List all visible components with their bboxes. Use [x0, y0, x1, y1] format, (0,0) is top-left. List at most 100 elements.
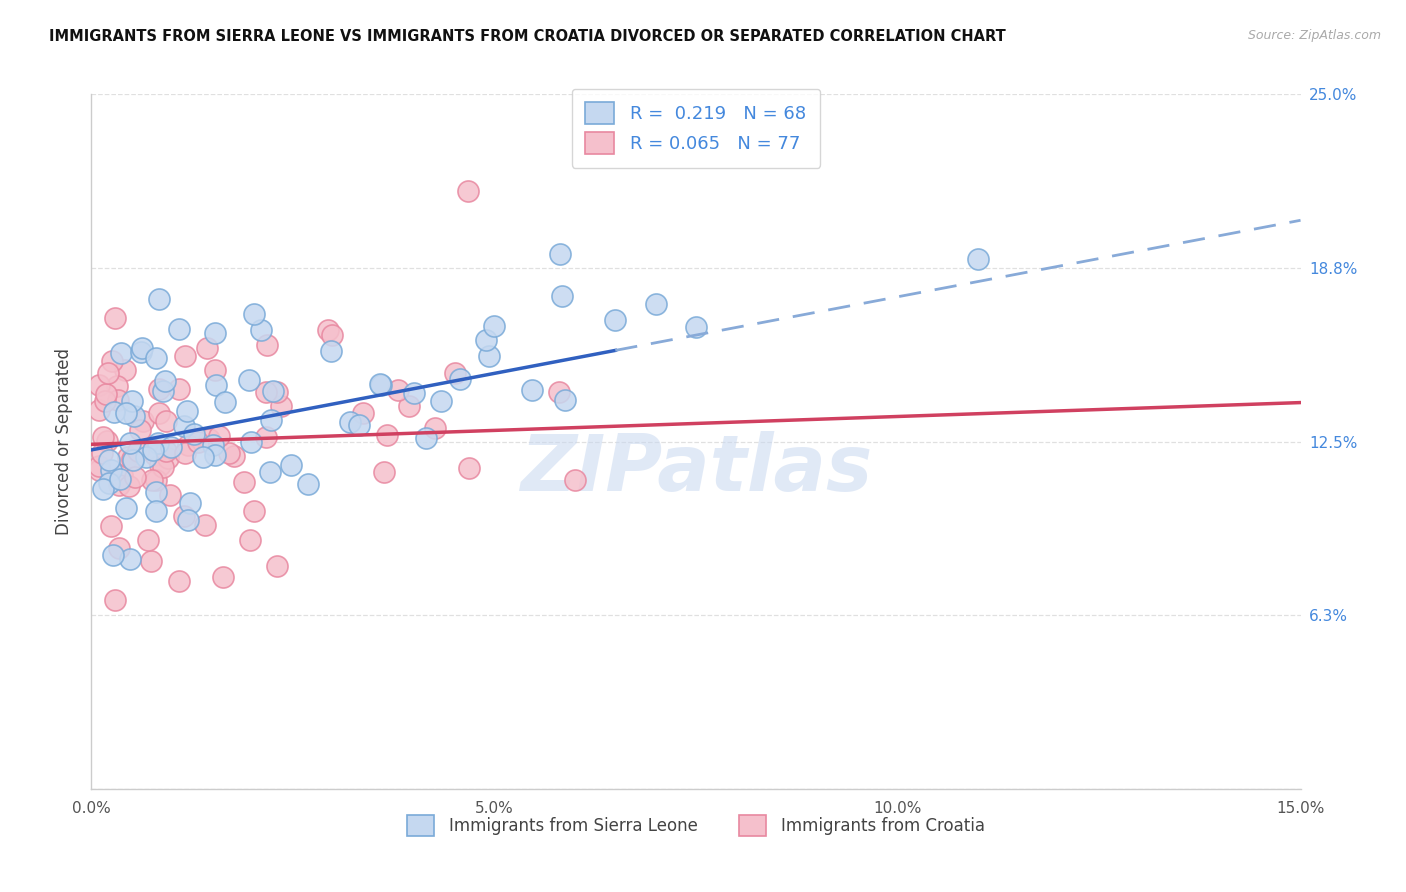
Point [103, 405, 125, 419]
Point [121, 394, 143, 409]
Point [148, 382, 170, 396]
Point [149, 458, 172, 472]
Point [135, 450, 157, 464]
Point [280, 458, 302, 472]
Point [107, 393, 129, 408]
Point [644, 297, 666, 311]
Point [141, 554, 163, 568]
Point [270, 399, 292, 413]
Text: Source: ZipAtlas.com: Source: ZipAtlas.com [1247, 29, 1381, 42]
Point [118, 436, 141, 450]
Point [177, 513, 200, 527]
Point [167, 574, 190, 588]
Point [173, 349, 195, 363]
Point [108, 472, 131, 486]
Point [233, 475, 256, 489]
Point [339, 415, 361, 429]
Point [148, 406, 170, 420]
Point [564, 473, 586, 487]
Point [156, 451, 179, 466]
Point [129, 423, 152, 437]
Point [198, 432, 221, 446]
Point [522, 383, 544, 397]
Point [89, 378, 111, 392]
Point [91, 446, 114, 460]
Point [214, 394, 236, 409]
Point [146, 436, 169, 450]
Point [297, 477, 319, 491]
Point [132, 414, 155, 428]
Point [114, 362, 136, 376]
Point [349, 418, 371, 433]
Point [108, 478, 131, 492]
Point [239, 533, 262, 548]
Point [484, 318, 506, 333]
Point [449, 371, 471, 385]
Point [111, 468, 134, 483]
Point [152, 384, 174, 399]
Point [104, 593, 127, 607]
Point [208, 428, 231, 442]
Legend: Immigrants from Sierra Leone, Immigrants from Croatia: Immigrants from Sierra Leone, Immigrants… [395, 804, 997, 847]
Point [136, 533, 159, 547]
Point [153, 374, 176, 388]
Point [222, 449, 245, 463]
Point [118, 479, 141, 493]
Point [212, 570, 235, 584]
Point [131, 341, 153, 355]
Point [93, 430, 115, 444]
Point [194, 518, 217, 533]
Point [430, 394, 453, 409]
Point [195, 341, 218, 355]
Point [256, 338, 278, 352]
Point [254, 430, 277, 444]
Point [243, 307, 266, 321]
Point [117, 450, 139, 464]
Point [159, 488, 181, 502]
Point [256, 384, 278, 399]
Point [415, 431, 437, 445]
Point [548, 385, 571, 400]
Text: IMMIGRANTS FROM SIERRA LEONE VS IMMIGRANTS FROM CROATIA DIVORCED OR SEPARATED CO: IMMIGRANTS FROM SIERRA LEONE VS IMMIGRAN… [49, 29, 1005, 44]
Point [238, 373, 260, 387]
Point [145, 351, 167, 366]
Point [122, 453, 145, 467]
Point [319, 344, 342, 359]
Point [183, 426, 205, 441]
Point [173, 418, 195, 433]
Point [145, 485, 167, 500]
Point [93, 482, 115, 496]
Point [97, 475, 120, 490]
Point [551, 289, 574, 303]
Point [173, 509, 195, 524]
Point [143, 448, 166, 462]
Point [250, 323, 273, 337]
Point [115, 407, 138, 421]
Point [155, 414, 177, 428]
Y-axis label: Divorced or Separated: Divorced or Separated [55, 348, 73, 535]
Point [478, 349, 501, 363]
Point [174, 446, 197, 460]
Point [259, 466, 281, 480]
Point [89, 402, 111, 417]
Point [176, 404, 198, 418]
Point [967, 252, 990, 267]
Point [94, 394, 117, 409]
Point [260, 413, 283, 427]
Point [368, 376, 391, 391]
Text: ZIPatlas: ZIPatlas [520, 432, 872, 508]
Point [118, 552, 141, 566]
Point [240, 435, 263, 450]
Point [121, 451, 143, 466]
Point [218, 446, 240, 460]
Point [191, 450, 214, 464]
Point [204, 362, 226, 376]
Point [202, 438, 225, 452]
Point [89, 463, 111, 477]
Point [89, 458, 111, 473]
Point [145, 504, 167, 518]
Point [122, 409, 145, 424]
Point [266, 558, 288, 573]
Point [97, 366, 120, 380]
Point [115, 500, 138, 515]
